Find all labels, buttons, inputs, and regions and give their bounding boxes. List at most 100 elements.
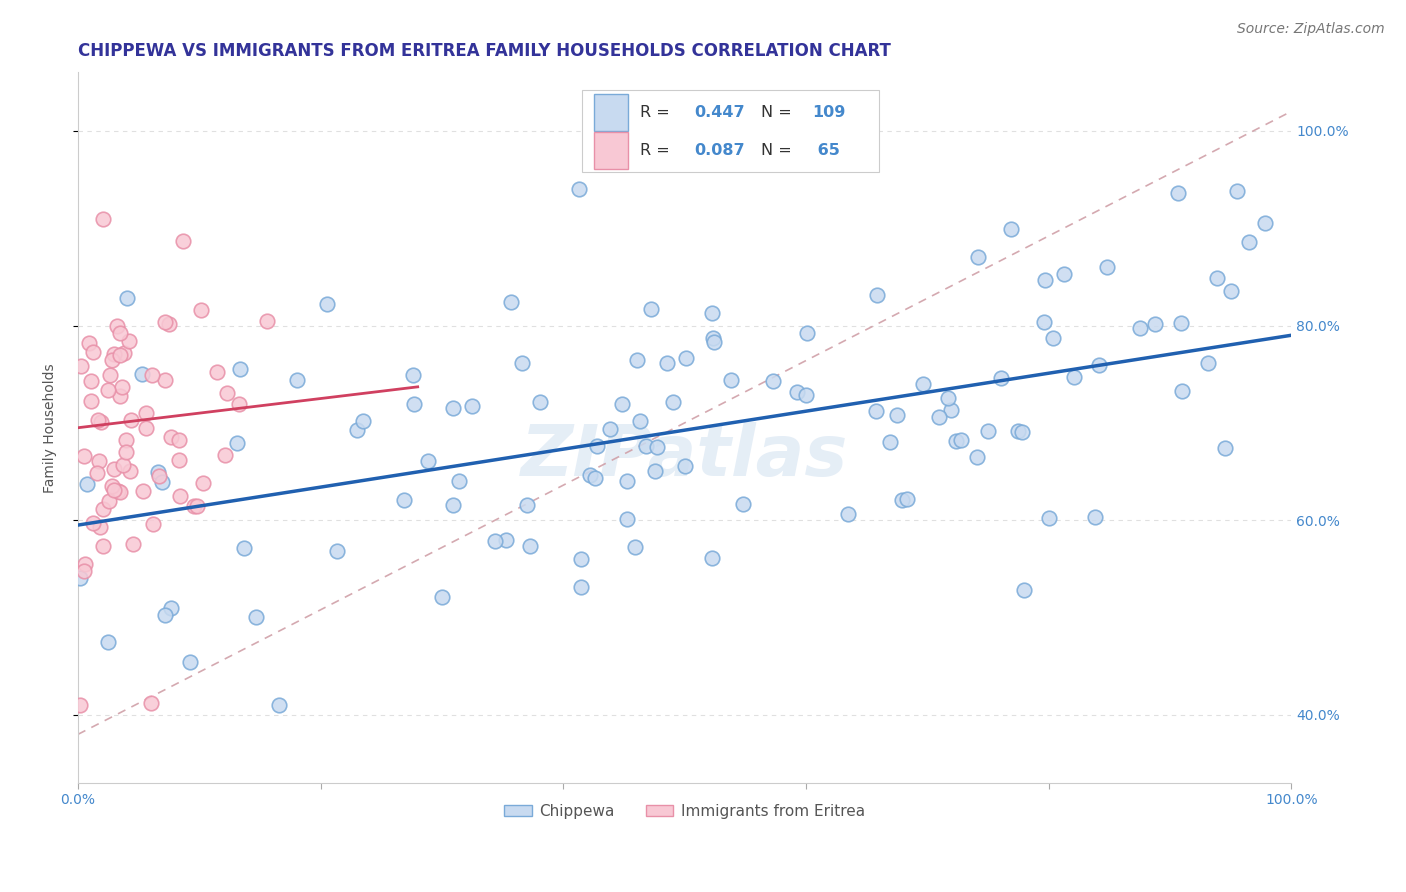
Point — [167, 433, 190, 447]
Text: R =: R = — [640, 143, 675, 158]
Point — [179, 655, 201, 669]
Point — [896, 492, 918, 507]
Point — [675, 351, 697, 366]
Point — [79, 336, 101, 351]
Point — [662, 395, 685, 409]
Point — [205, 365, 228, 379]
Point — [69, 698, 91, 712]
Point — [110, 389, 132, 403]
Point — [1237, 235, 1260, 249]
Point — [89, 520, 111, 534]
Bar — [593, 95, 627, 131]
Point — [141, 696, 163, 710]
Point — [100, 352, 122, 367]
Point — [441, 401, 464, 416]
Bar — [593, 132, 627, 169]
Point — [703, 335, 725, 350]
Point — [120, 413, 142, 427]
Point — [103, 347, 125, 361]
Point — [796, 326, 818, 341]
Point — [97, 634, 120, 648]
Point — [1033, 272, 1056, 286]
Point — [108, 485, 131, 500]
Point — [214, 448, 236, 462]
Point — [1219, 284, 1241, 298]
Point — [702, 551, 724, 566]
Point — [616, 511, 638, 525]
Point — [786, 385, 808, 400]
Legend: Chippewa, Immigrants from Eritrea: Chippewa, Immigrants from Eritrea — [498, 798, 870, 825]
Point — [190, 302, 212, 317]
Point — [91, 502, 114, 516]
Point — [583, 471, 606, 485]
Point — [460, 399, 482, 413]
Point — [1206, 271, 1229, 285]
Point — [392, 493, 415, 508]
Point — [879, 435, 901, 450]
Point — [228, 361, 250, 376]
Point — [441, 499, 464, 513]
Text: R =: R = — [640, 105, 675, 120]
Point — [135, 421, 157, 435]
Point — [107, 483, 129, 498]
Point — [1000, 222, 1022, 236]
Point — [939, 403, 962, 417]
Point — [720, 373, 742, 387]
Point — [1033, 315, 1056, 329]
Point — [402, 397, 425, 411]
Point — [865, 403, 887, 417]
Point — [1213, 441, 1236, 455]
Point — [226, 436, 249, 450]
Point — [103, 462, 125, 476]
Point — [950, 433, 973, 447]
Point — [495, 533, 517, 548]
Point — [160, 430, 183, 444]
Point — [529, 394, 551, 409]
Point — [1097, 260, 1119, 275]
Point — [245, 610, 267, 624]
Point — [118, 334, 141, 349]
Text: N =: N = — [761, 143, 797, 158]
Point — [510, 356, 533, 370]
Point — [568, 182, 591, 196]
Point — [936, 391, 959, 405]
Point — [90, 415, 112, 429]
Point — [115, 445, 138, 459]
Point — [169, 452, 191, 467]
Point — [91, 539, 114, 553]
Point — [69, 571, 91, 585]
Point — [315, 297, 337, 311]
Point — [579, 467, 602, 482]
Point — [97, 383, 120, 397]
Point — [153, 373, 176, 387]
Point — [432, 590, 454, 604]
Point — [990, 371, 1012, 385]
Point — [1170, 384, 1192, 398]
Point — [586, 439, 609, 453]
Point — [626, 353, 648, 368]
Point — [1063, 369, 1085, 384]
Text: 109: 109 — [813, 105, 845, 120]
Point — [352, 414, 374, 428]
Point — [645, 440, 668, 454]
Point — [73, 564, 96, 578]
Point — [91, 211, 114, 226]
Point — [346, 423, 368, 437]
Point — [1197, 356, 1219, 370]
Point — [70, 359, 93, 373]
Point — [86, 467, 108, 481]
Point — [146, 465, 169, 479]
Point — [112, 346, 135, 360]
Point — [153, 315, 176, 329]
Point — [644, 464, 666, 478]
Point — [75, 557, 97, 571]
Point — [673, 458, 696, 473]
Point — [640, 302, 662, 317]
Point — [97, 494, 120, 508]
Point — [1014, 582, 1036, 597]
Point — [634, 439, 657, 453]
Point — [76, 476, 98, 491]
Point — [87, 413, 110, 427]
Point — [172, 234, 194, 248]
Point — [217, 385, 239, 400]
